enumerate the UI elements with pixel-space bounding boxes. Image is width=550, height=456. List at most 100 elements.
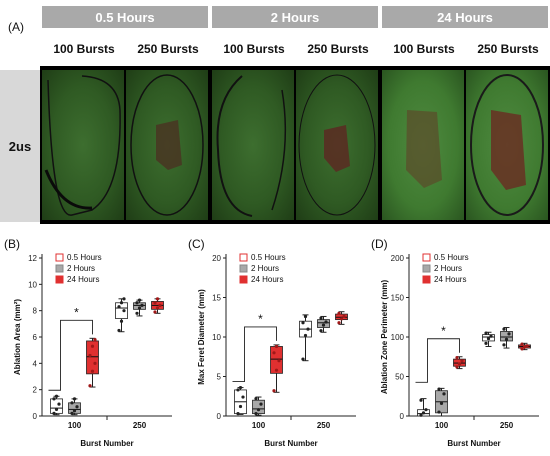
data-point [301,357,305,361]
data-point [88,384,92,388]
data-point [137,298,142,302]
time-header-0-5h: 0.5 Hours [42,6,208,28]
data-point [303,314,308,319]
y-tick-label: 50 [395,373,404,382]
legend-label: 24 Hours [67,275,99,284]
data-point [439,401,444,405]
data-point [486,336,491,341]
legend-swatch [55,253,64,262]
data-point [90,369,95,373]
significance-bracket [415,338,460,383]
data-point [277,359,281,363]
y-tick-label: 15 [212,294,221,303]
y-tick-label: 100 [391,333,405,342]
panel-label: (C) [188,237,205,251]
x-axis-label: Burst Number [264,439,317,448]
y-tick-label: 12 [28,254,37,263]
data-point [457,362,462,366]
y-tick-label: 5 [217,373,222,382]
data-point [238,385,243,390]
data-point [272,389,276,393]
data-point [455,355,459,360]
box [50,398,63,414]
x-axis-label: Burst Number [80,439,133,448]
x-tick-label: 100 [435,421,449,430]
data-point [72,409,77,413]
significance-star: * [74,305,79,319]
data-point [117,305,121,309]
data-point [93,338,97,342]
legend-swatch [422,264,431,273]
box [86,340,99,375]
data-point [158,303,162,307]
data-point [153,301,157,305]
data-point [337,321,341,325]
burst-header-5: 100 Bursts [393,42,455,56]
legend-swatch [55,264,64,273]
tissue-image-4 [296,70,378,220]
data-point [455,365,459,369]
legend-label: 2 Hours [67,264,95,273]
burst-header-2: 250 Bursts [137,42,199,56]
significance-bracket [48,319,93,391]
data-point [93,361,97,365]
data-point [484,341,488,345]
data-point [57,402,61,406]
data-point [52,411,56,415]
x-tick-label: 250 [317,421,331,430]
data-point [122,297,126,301]
significance-bracket [232,326,277,383]
row-label-2us: 2us [0,70,40,222]
data-point [70,411,74,415]
legend-label: 2 Hours [434,264,462,273]
data-point [419,398,423,402]
box [115,302,128,319]
data-point [525,344,529,348]
panel-label: (D) [371,237,388,251]
data-point [306,327,310,331]
data-point [321,323,326,327]
data-point [153,310,157,314]
legend-swatch [55,275,64,284]
data-point [319,316,323,320]
legend-label: 24 Hours [434,275,466,284]
data-point [236,412,240,416]
data-point [238,404,243,409]
image-strip-background [40,66,550,224]
data-point [324,320,328,324]
data-point [504,337,509,341]
significance-star: * [258,312,263,326]
y-tick-label: 10 [212,333,221,342]
tissue-image-1 [42,70,124,220]
data-point [259,402,263,406]
data-point [522,345,527,349]
data-point [274,344,279,349]
y-axis-label: Max Feret Diameter (mm) [197,289,206,385]
legend-swatch [422,253,431,262]
legend-swatch [239,264,248,273]
data-point [424,408,428,412]
legend-label: 0.5 Hours [67,253,102,262]
data-point [502,327,506,331]
data-point [502,343,506,347]
data-point [272,351,276,355]
data-point [119,301,124,305]
box [252,399,265,415]
significance-star: * [441,324,446,338]
data-point [484,331,488,335]
data-point [54,394,59,398]
legend-label: 2 Hours [251,264,279,273]
data-point [119,319,124,323]
data-point [254,397,258,401]
time-header-24h: 24 Hours [382,6,548,28]
legend-label: 24 Hours [251,275,283,284]
data-point [520,347,524,351]
data-point [437,387,441,391]
legend-swatch [239,275,248,284]
data-point [421,411,426,415]
data-point [256,408,261,412]
y-tick-label: 8 [33,307,38,316]
data-point [88,353,92,358]
data-point [303,333,308,338]
y-tick-label: 10 [28,280,37,289]
